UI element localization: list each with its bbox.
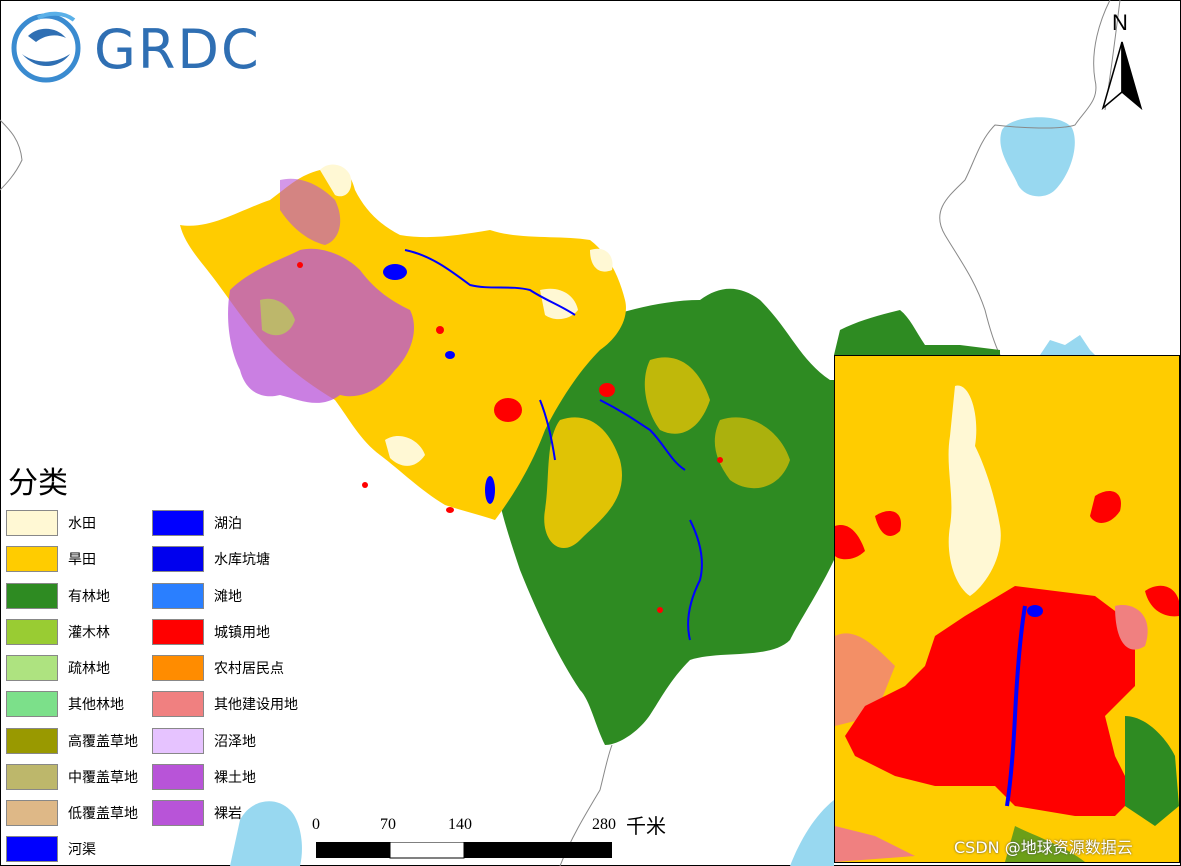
legend-swatch bbox=[152, 764, 204, 790]
legend-label: 水库坑塘 bbox=[214, 552, 270, 568]
scale-tick: 70 bbox=[380, 816, 396, 833]
scale-tick: 280 bbox=[592, 816, 616, 833]
legend-label: 有林地 bbox=[68, 589, 110, 605]
legend-item: 裸岩 bbox=[152, 799, 242, 827]
legend-swatch bbox=[152, 583, 204, 609]
legend-item: 旱田 bbox=[6, 545, 96, 573]
legend-item: 河渠 bbox=[6, 835, 96, 863]
legend-label: 中覆盖草地 bbox=[68, 770, 138, 786]
legend-swatch bbox=[6, 691, 58, 717]
globe-icon bbox=[11, 11, 81, 83]
legend-item: 有林地 bbox=[6, 582, 110, 610]
legend-item: 其他林地 bbox=[6, 690, 124, 718]
legend-item: 农村居民点 bbox=[152, 654, 284, 682]
legend-swatch bbox=[152, 655, 204, 681]
legend-label: 裸岩 bbox=[214, 806, 242, 822]
scale-unit: 千米 bbox=[626, 814, 666, 838]
legend-swatch bbox=[152, 728, 204, 754]
legend-item: 其他建设用地 bbox=[152, 690, 298, 718]
legend-swatch bbox=[152, 510, 204, 536]
legend-item: 中覆盖草地 bbox=[6, 763, 138, 791]
legend-swatch bbox=[6, 619, 58, 645]
legend-item: 沼泽地 bbox=[152, 727, 256, 755]
legend-swatch bbox=[152, 691, 204, 717]
scale-tick: 140 bbox=[448, 816, 472, 833]
legend-label: 旱田 bbox=[68, 552, 96, 568]
region-forest bbox=[495, 288, 834, 745]
inset-map-graphic bbox=[835, 356, 1179, 862]
urban-areas bbox=[297, 262, 723, 613]
legend-swatch bbox=[152, 619, 204, 645]
legend-swatch bbox=[152, 546, 204, 572]
legend-swatch bbox=[152, 800, 204, 826]
legend-label: 其他建设用地 bbox=[214, 697, 298, 713]
legend-label: 沼泽地 bbox=[214, 734, 256, 750]
legend-item: 滩地 bbox=[152, 582, 242, 610]
legend-swatch bbox=[6, 836, 58, 862]
lake-north-east bbox=[1000, 117, 1075, 197]
scale-bar-graphic bbox=[316, 842, 612, 859]
legend-item: 疏林地 bbox=[6, 654, 110, 682]
legend-label: 河渠 bbox=[68, 842, 96, 858]
legend-label: 滩地 bbox=[214, 589, 242, 605]
legend-label: 湖泊 bbox=[214, 516, 242, 532]
legend-label: 其他林地 bbox=[68, 697, 124, 713]
legend-label: 水田 bbox=[68, 516, 96, 532]
logo-text: GRDC bbox=[94, 18, 261, 81]
legend-item: 高覆盖草地 bbox=[6, 727, 138, 755]
sea-south-west bbox=[230, 801, 302, 866]
legend-swatch bbox=[6, 655, 58, 681]
region-forest-ne bbox=[834, 310, 1000, 355]
legend-swatch bbox=[6, 728, 58, 754]
legend-label: 疏林地 bbox=[68, 661, 110, 677]
water-east-small bbox=[1040, 335, 1095, 355]
legend-swatch bbox=[6, 583, 58, 609]
legend-label: 灌木林 bbox=[68, 625, 110, 641]
north-arrow-icon bbox=[1101, 41, 1143, 111]
legend-item: 裸土地 bbox=[152, 763, 256, 791]
legend-swatch bbox=[6, 510, 58, 536]
lake-central bbox=[383, 264, 407, 280]
legend-label: 农村居民点 bbox=[214, 661, 284, 677]
legend-item: 湖泊 bbox=[152, 509, 242, 537]
legend-label: 城镇用地 bbox=[214, 625, 270, 641]
scale-tick: 0 bbox=[312, 816, 320, 833]
legend-item: 水库坑塘 bbox=[152, 545, 270, 573]
legend-label: 高覆盖草地 bbox=[68, 734, 138, 750]
legend-title: 分类 bbox=[8, 466, 68, 501]
legend-item: 灌木林 bbox=[6, 618, 110, 646]
legend-swatch bbox=[6, 800, 58, 826]
legend-label: 低覆盖草地 bbox=[68, 806, 138, 822]
region-bareland bbox=[228, 248, 415, 403]
scale-bar: 0 70 140 280 千米 bbox=[312, 814, 674, 862]
legend-item: 低覆盖草地 bbox=[6, 799, 138, 827]
water-south-east bbox=[790, 800, 834, 866]
north-label: N bbox=[1112, 10, 1128, 35]
rivers bbox=[404, 249, 703, 641]
legend-label: 裸土地 bbox=[214, 770, 256, 786]
legend-swatch bbox=[6, 546, 58, 572]
grdc-logo: GRDC bbox=[8, 8, 259, 92]
inset-map bbox=[834, 355, 1180, 863]
legend-item: 水田 bbox=[6, 509, 96, 537]
north-arrow bbox=[1097, 12, 1147, 114]
watermark: CSDN @地球资源数据云 bbox=[954, 838, 1133, 857]
legend-item: 城镇用地 bbox=[152, 618, 270, 646]
legend-swatch bbox=[6, 764, 58, 790]
